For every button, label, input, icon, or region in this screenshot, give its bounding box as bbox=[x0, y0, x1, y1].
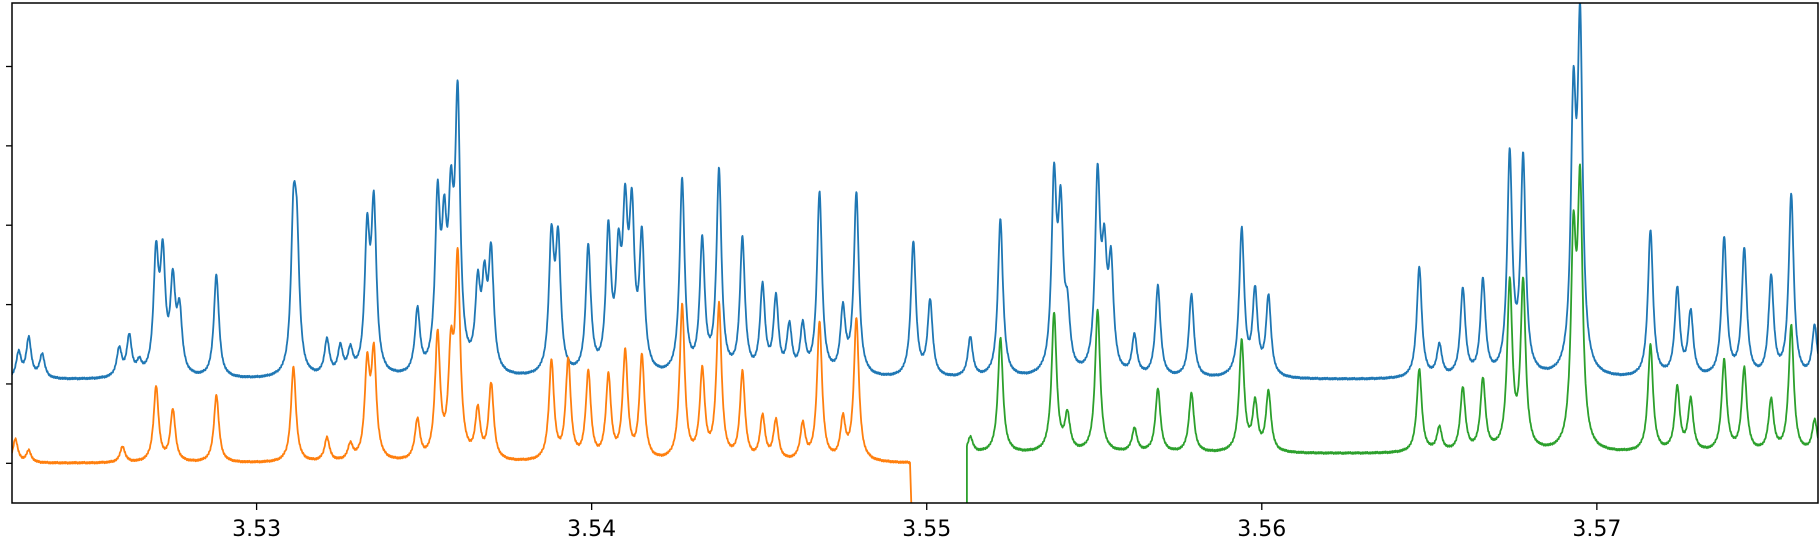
x-tick-label-2: 3.54 bbox=[567, 517, 616, 539]
x-tick-label-3: 3.55 bbox=[902, 517, 951, 539]
x-tick-label-5: 3.57 bbox=[1572, 517, 1621, 539]
x-axis-ticks: 3.53 3.54 3.55 3.56 3.57 bbox=[232, 503, 1621, 539]
series-line-3 bbox=[966, 163, 1818, 503]
x-tick-label-4: 3.56 bbox=[1237, 517, 1286, 539]
series-layer bbox=[12, 3, 1818, 503]
x-tick-label-1: 3.53 bbox=[232, 517, 281, 539]
series-line-2 bbox=[12, 247, 913, 503]
plot-frame bbox=[11, 2, 1819, 504]
y-ticks bbox=[6, 65, 12, 464]
series-line-1 bbox=[12, 3, 1818, 381]
